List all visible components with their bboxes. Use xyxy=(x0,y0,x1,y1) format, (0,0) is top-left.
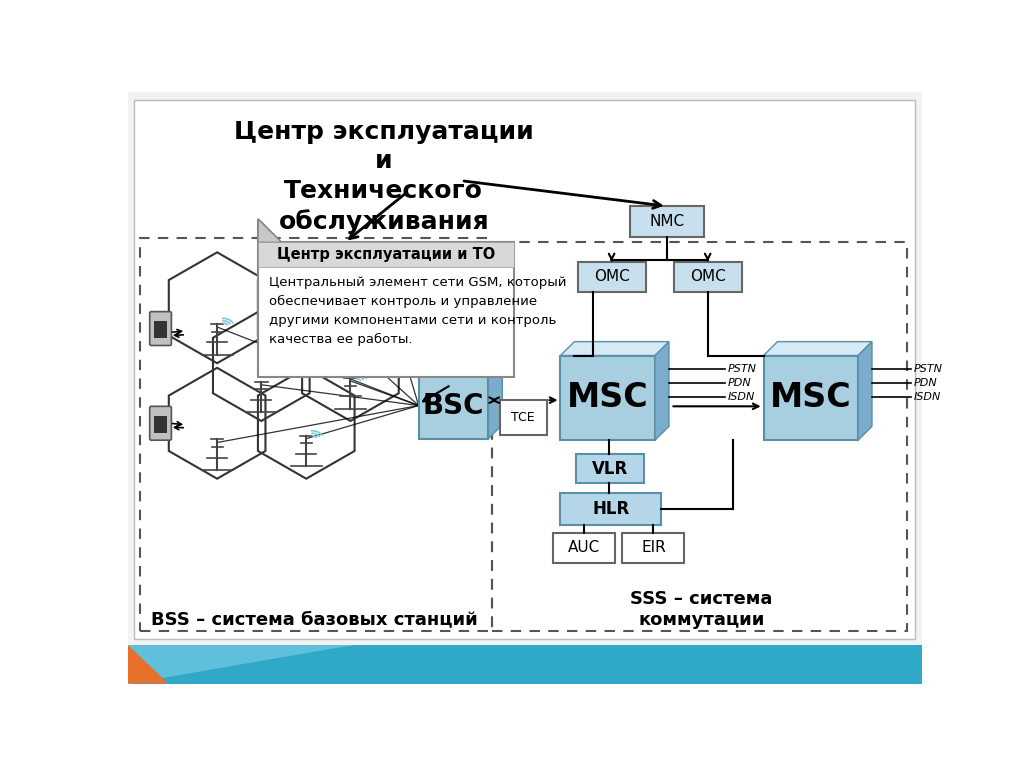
FancyBboxPatch shape xyxy=(630,206,703,237)
Text: PSTN: PSTN xyxy=(913,364,943,374)
FancyBboxPatch shape xyxy=(155,415,167,432)
FancyBboxPatch shape xyxy=(575,454,644,483)
Text: MSC: MSC xyxy=(770,382,852,415)
FancyBboxPatch shape xyxy=(560,356,655,440)
Text: PDN: PDN xyxy=(728,378,752,388)
FancyBboxPatch shape xyxy=(128,92,922,645)
Text: BSC: BSC xyxy=(423,392,484,420)
Text: BSS – система базовых станций: BSS – система базовых станций xyxy=(151,611,477,629)
Polygon shape xyxy=(258,219,282,243)
Polygon shape xyxy=(858,342,872,440)
FancyBboxPatch shape xyxy=(155,321,167,338)
FancyBboxPatch shape xyxy=(674,262,741,293)
Polygon shape xyxy=(128,645,352,684)
Text: Центральный элемент сети GSM, который
обеспечивает контроль и управление
другими: Центральный элемент сети GSM, который об… xyxy=(269,276,566,346)
Text: PSTN: PSTN xyxy=(728,364,757,374)
FancyBboxPatch shape xyxy=(258,243,514,267)
Text: ISDN: ISDN xyxy=(728,392,756,402)
Text: HLR: HLR xyxy=(592,500,630,518)
FancyBboxPatch shape xyxy=(419,373,488,439)
FancyBboxPatch shape xyxy=(560,492,662,525)
Text: ISDN: ISDN xyxy=(913,392,941,402)
Text: VLR: VLR xyxy=(592,460,628,478)
Polygon shape xyxy=(655,342,669,440)
Polygon shape xyxy=(128,645,922,684)
FancyBboxPatch shape xyxy=(578,262,646,293)
Text: NMC: NMC xyxy=(649,214,684,229)
Polygon shape xyxy=(764,342,872,356)
Polygon shape xyxy=(560,342,669,356)
Text: Центр эксплуатации и ТО: Центр эксплуатации и ТО xyxy=(276,247,496,262)
Text: TCE: TCE xyxy=(511,411,536,424)
FancyBboxPatch shape xyxy=(134,100,915,639)
Text: OMC: OMC xyxy=(690,270,726,284)
FancyBboxPatch shape xyxy=(553,533,614,563)
Text: Центр эксплуатации
и
Технического
обслуживания: Центр эксплуатации и Технического обслуж… xyxy=(233,120,534,234)
Text: PDN: PDN xyxy=(913,378,938,388)
FancyBboxPatch shape xyxy=(623,533,684,563)
Text: MSC: MSC xyxy=(567,382,648,415)
Polygon shape xyxy=(258,219,514,377)
Text: OMC: OMC xyxy=(594,270,630,284)
FancyBboxPatch shape xyxy=(150,312,171,346)
Text: SSS – система
коммутации: SSS – система коммутации xyxy=(631,590,773,629)
Polygon shape xyxy=(488,359,503,439)
FancyBboxPatch shape xyxy=(150,406,171,440)
Polygon shape xyxy=(419,359,503,373)
FancyBboxPatch shape xyxy=(500,400,547,435)
Text: AUC: AUC xyxy=(567,541,600,555)
FancyBboxPatch shape xyxy=(764,356,858,440)
Text: EIR: EIR xyxy=(641,541,666,555)
Polygon shape xyxy=(128,645,168,684)
